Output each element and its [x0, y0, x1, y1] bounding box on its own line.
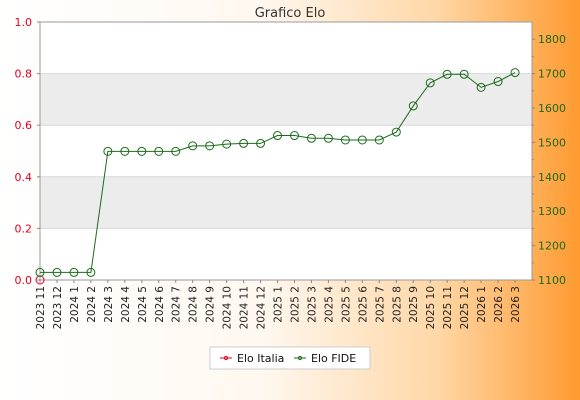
- y-right-tick-label: 1300: [538, 205, 566, 218]
- x-tick-label: 2025 3: [306, 286, 318, 323]
- x-tick-label: 2026 3: [510, 286, 522, 323]
- data-point-elo-fide: [239, 138, 249, 148]
- data-point-elo-fide: [357, 135, 367, 145]
- y-right-tick-label: 1800: [538, 33, 566, 46]
- x-tick-label: 2024 3: [103, 286, 115, 323]
- x-tick-label: 2024 4: [120, 286, 132, 323]
- y-left-tick-label: 0.4: [15, 171, 33, 184]
- x-tick-label: 2025 2: [289, 286, 301, 323]
- series-line-elo-fide: [40, 72, 516, 273]
- data-point-elo-fide: [35, 267, 45, 277]
- x-tick-label: 2024 8: [188, 286, 200, 323]
- data-point-elo-fide: [391, 127, 401, 137]
- legend-label-elo-italia: Elo Italia: [237, 352, 284, 365]
- grid-band: [40, 176, 532, 229]
- data-point-elo-fide: [510, 68, 520, 78]
- y-left-tick-label: 0.0: [15, 274, 33, 287]
- data-point-elo-fide: [120, 146, 130, 156]
- x-tick-label: 2024 7: [171, 286, 183, 323]
- legend-swatch-marker-elo-fide: [297, 355, 303, 361]
- y-right-tick-label: 1200: [538, 240, 566, 253]
- x-tick-label: 2025 9: [408, 286, 420, 323]
- data-point-elo-fide: [289, 131, 299, 141]
- x-tick-label: 2025 7: [374, 286, 386, 323]
- data-point-elo-fide: [340, 135, 350, 145]
- x-tick-label: 2026 1: [476, 286, 488, 323]
- x-tick-label: 2024 10: [222, 286, 234, 329]
- y-right-tick-label: 1600: [538, 102, 566, 115]
- data-point-elo-fide: [103, 146, 113, 156]
- x-tick-label: 2025 12: [459, 286, 471, 329]
- x-tick-label: 2025 4: [323, 286, 335, 323]
- y-right-tick-label: 1400: [538, 171, 566, 184]
- x-tick-label: 2025 1: [273, 286, 285, 323]
- data-point-elo-fide: [476, 82, 486, 92]
- data-point-elo-fide: [154, 146, 164, 156]
- y-right-tick-label: 1100: [538, 274, 566, 287]
- x-tick-label: 2024 12: [256, 286, 268, 329]
- x-tick-label: 2024 2: [86, 286, 98, 323]
- x-tick-label: 2023 12: [52, 286, 64, 329]
- data-point-elo-fide: [323, 133, 333, 143]
- data-point-elo-fide: [256, 138, 266, 148]
- y-left-tick-label: 0.2: [15, 222, 33, 235]
- data-point-elo-fide: [306, 133, 316, 143]
- data-point-elo-fide: [425, 78, 435, 88]
- x-tick-label: 2024 6: [154, 286, 166, 323]
- x-tick-label: 2025 10: [425, 286, 437, 329]
- data-point-elo-fide: [205, 141, 215, 151]
- data-point-elo-fide: [188, 141, 198, 151]
- data-point-elo-fide: [273, 131, 283, 141]
- data-point-elo-fide: [493, 77, 503, 87]
- y-right-tick-label: 1500: [538, 136, 566, 149]
- x-tick-label: 2026 2: [493, 286, 505, 323]
- data-point-elo-fide: [374, 135, 384, 145]
- data-point-elo-fide: [459, 69, 469, 79]
- legend-box: [209, 346, 371, 370]
- data-point-elo-fide: [137, 146, 147, 156]
- x-tick-label: 2025 6: [357, 286, 369, 323]
- x-tick-label: 2025 5: [340, 286, 352, 323]
- plot-frame: [39, 21, 533, 281]
- x-tick-label: 2024 5: [137, 286, 149, 323]
- data-point-elo-fide: [52, 267, 62, 277]
- data-point-elo-fide: [171, 146, 181, 156]
- data-point-elo-fide: [86, 267, 96, 277]
- y-left-tick-label: 1.0: [15, 16, 33, 29]
- chart-title: Grafico Elo: [255, 6, 326, 21]
- x-tick-label: 2024 11: [239, 286, 251, 329]
- y-right-tick-label: 1700: [538, 68, 566, 81]
- data-point-elo-fide: [222, 139, 232, 149]
- x-tick-label: 2024 9: [205, 286, 217, 323]
- legend-label-elo-fide: Elo FIDE: [311, 352, 356, 365]
- data-point-elo-fide: [69, 267, 79, 277]
- x-tick-label: 2025 11: [442, 286, 454, 329]
- x-tick-label: 2023 11: [35, 286, 47, 329]
- x-tick-label: 2025 8: [391, 286, 403, 323]
- legend-swatch-marker-elo-italia: [223, 355, 229, 361]
- grid-band: [40, 73, 532, 126]
- plot-area: 0.0 0.2 0.4 0.6 0.8 1.0 1100 1200 1300 1400 1500 16…: [15, 16, 567, 329]
- x-tick-label: 2024 1: [69, 286, 81, 323]
- legend: Elo Italia Elo FIDE: [209, 346, 371, 370]
- y-left-tick-label: 0.8: [15, 68, 33, 81]
- data-point-elo-fide: [408, 101, 418, 111]
- data-point-elo-fide: [442, 69, 452, 79]
- y-left-tick-label: 0.6: [15, 119, 33, 132]
